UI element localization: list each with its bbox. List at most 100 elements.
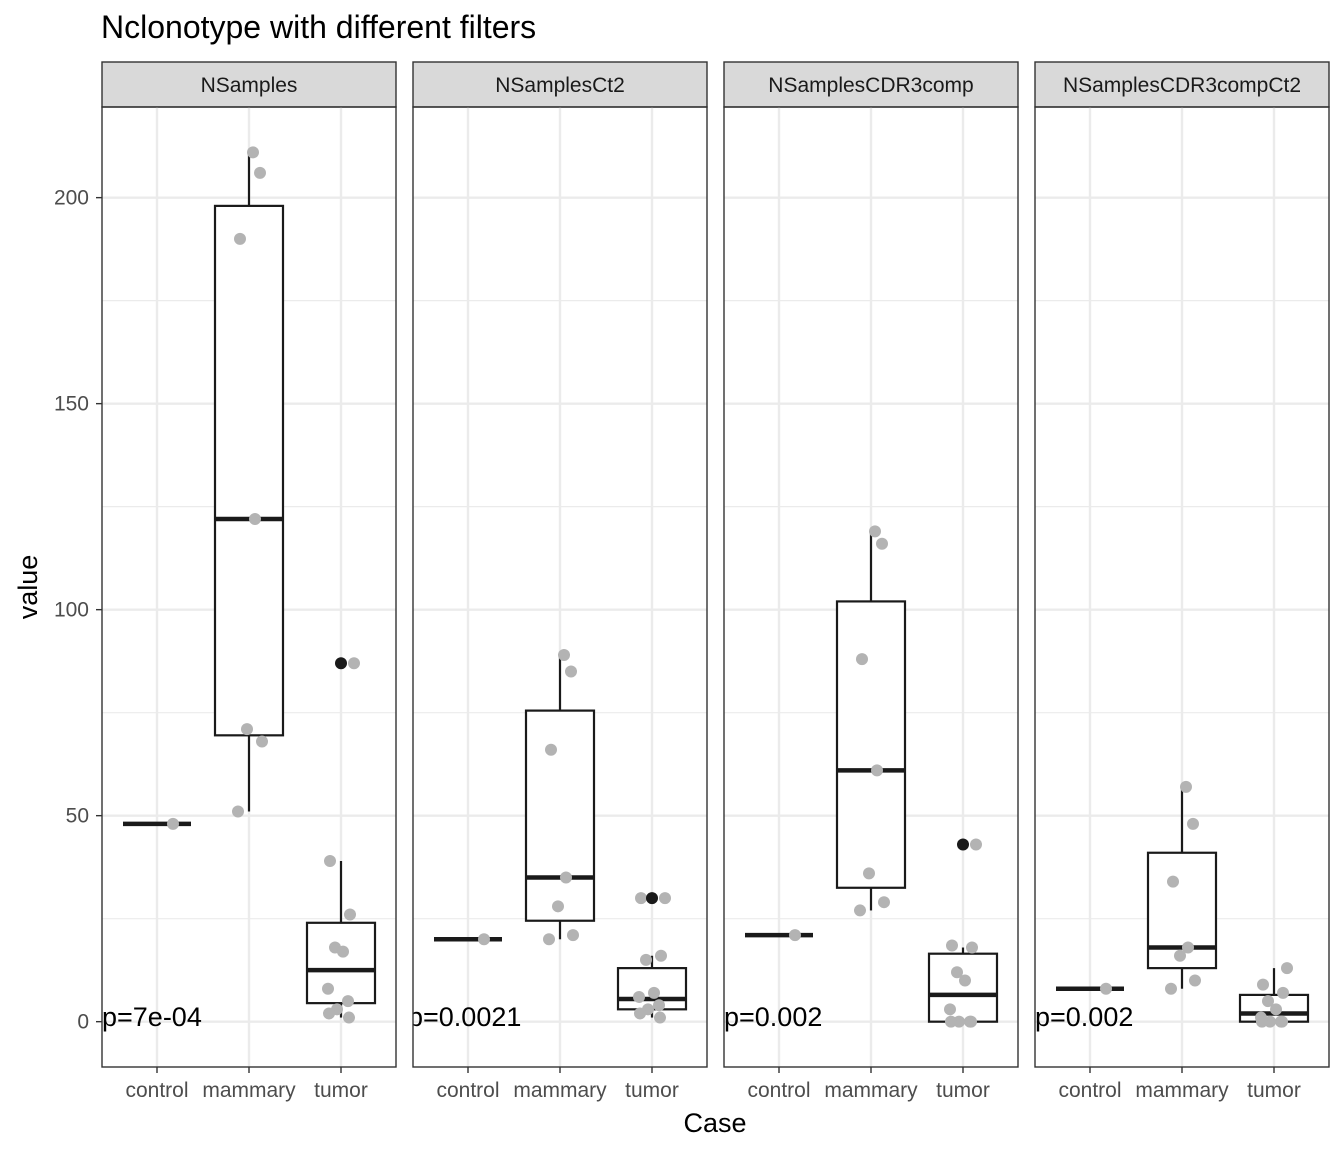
- data-point: [1165, 982, 1177, 995]
- data-point: [653, 999, 665, 1012]
- jitter-points: [167, 146, 360, 1024]
- box-body: [835, 600, 907, 889]
- outlier-point: [957, 838, 969, 851]
- x-tick-label: tumor: [936, 1079, 990, 1102]
- data-point: [1257, 978, 1269, 991]
- data-point: [659, 892, 671, 905]
- data-point: [1262, 995, 1274, 1008]
- x-tick-label: mammary: [513, 1079, 607, 1102]
- data-point: [249, 513, 261, 526]
- boxplot-mammary: [835, 531, 907, 911]
- x-tick-label: mammary: [1135, 1079, 1229, 1102]
- p-value-label: p=0.002: [724, 1002, 822, 1032]
- y-tick-label: 50: [66, 805, 89, 828]
- y-tick-label: 0: [77, 1011, 89, 1034]
- facet-strip: [101, 61, 397, 108]
- chart-title: Nclonotype with different filters: [101, 9, 536, 45]
- data-point: [863, 867, 875, 880]
- box-body: [305, 921, 377, 1005]
- data-point: [478, 933, 490, 946]
- data-point: [256, 735, 268, 748]
- data-point: [655, 949, 667, 962]
- data-point: [560, 871, 572, 884]
- x-tick-label: control: [747, 1079, 810, 1102]
- data-point: [234, 232, 246, 245]
- facet-strip: [723, 61, 1019, 108]
- facet-panel: NSamplesCDR3comp p=0.002 control mammary tum…: [723, 61, 1019, 1102]
- data-point: [1180, 780, 1192, 793]
- data-point: [337, 945, 349, 958]
- data-point: [654, 1011, 666, 1024]
- box-body: [524, 709, 596, 922]
- data-point: [323, 1007, 335, 1020]
- y-tick-label: 200: [54, 187, 89, 210]
- y-axis-title: value: [13, 555, 43, 620]
- data-point: [959, 974, 971, 987]
- x-tick-label: mammary: [202, 1079, 296, 1102]
- data-point: [635, 892, 647, 905]
- p-value-label: p=7e-04: [102, 1002, 202, 1032]
- data-point: [565, 665, 577, 678]
- jitter-points: [478, 648, 671, 1024]
- facet-strip-label: NSamplesCDR3compCt2: [1063, 74, 1301, 97]
- jitter-points: [789, 525, 982, 1028]
- y-tick-label: 100: [54, 599, 89, 622]
- data-point: [543, 933, 555, 946]
- data-point: [878, 896, 890, 909]
- data-point: [1174, 949, 1186, 962]
- data-point: [965, 1015, 977, 1028]
- outlier-point: [646, 892, 658, 905]
- data-point: [1167, 875, 1179, 888]
- data-point: [871, 764, 883, 777]
- box-body: [213, 204, 285, 737]
- data-point: [946, 939, 958, 952]
- data-point: [856, 653, 868, 666]
- data-point: [1256, 1015, 1268, 1028]
- jitter-points: [1100, 780, 1293, 1028]
- facet-strip-label: NSamples: [201, 74, 298, 97]
- data-point: [1277, 986, 1289, 999]
- data-point: [633, 990, 645, 1003]
- facet-strip-label: NSamplesCDR3comp: [768, 74, 973, 97]
- data-point: [558, 648, 570, 661]
- x-tick-label: tumor: [1247, 1079, 1301, 1102]
- x-axis-title: Case: [683, 1108, 746, 1138]
- facet-panel: NSamplesCDR3compCt2 p=0.002 control mammary…: [1034, 61, 1330, 1102]
- data-point: [648, 986, 660, 999]
- facet-panel: NSamplesCt2 p=0.0021 control mammary tumor: [412, 61, 708, 1102]
- data-point: [945, 1015, 957, 1028]
- x-tick-label: tumor: [625, 1079, 679, 1102]
- data-point: [876, 537, 888, 550]
- facet-panel: NSamples p=7e-04 control mammary tumor: [101, 61, 397, 1102]
- x-tick-label: mammary: [824, 1079, 918, 1102]
- boxplot-mammary: [213, 152, 285, 812]
- data-point: [634, 1007, 646, 1020]
- x-tick-label: control: [125, 1079, 188, 1102]
- data-point: [324, 854, 336, 867]
- data-point: [342, 995, 354, 1008]
- data-point: [640, 953, 652, 966]
- data-point: [343, 1011, 355, 1024]
- data-point: [966, 941, 978, 954]
- data-point: [944, 1003, 956, 1016]
- data-point: [552, 900, 564, 913]
- facet-strip-label: NSamplesCt2: [495, 74, 625, 97]
- x-tick-label: control: [436, 1079, 499, 1102]
- data-point: [167, 817, 179, 830]
- data-point: [247, 146, 259, 159]
- data-point: [254, 166, 266, 179]
- data-point: [1189, 974, 1201, 987]
- facet-strip: [1034, 61, 1330, 108]
- data-point: [1182, 941, 1194, 954]
- p-value-label: p=0.002: [1035, 1002, 1133, 1032]
- data-point: [869, 525, 881, 538]
- y-tick-label: 150: [54, 393, 89, 416]
- data-point: [232, 805, 244, 818]
- data-point: [344, 908, 356, 921]
- data-point: [567, 929, 579, 942]
- data-point: [241, 723, 253, 736]
- x-tick-label: control: [1058, 1079, 1121, 1102]
- data-point: [1100, 982, 1112, 995]
- outlier-point: [335, 657, 347, 670]
- x-tick-label: tumor: [314, 1079, 368, 1102]
